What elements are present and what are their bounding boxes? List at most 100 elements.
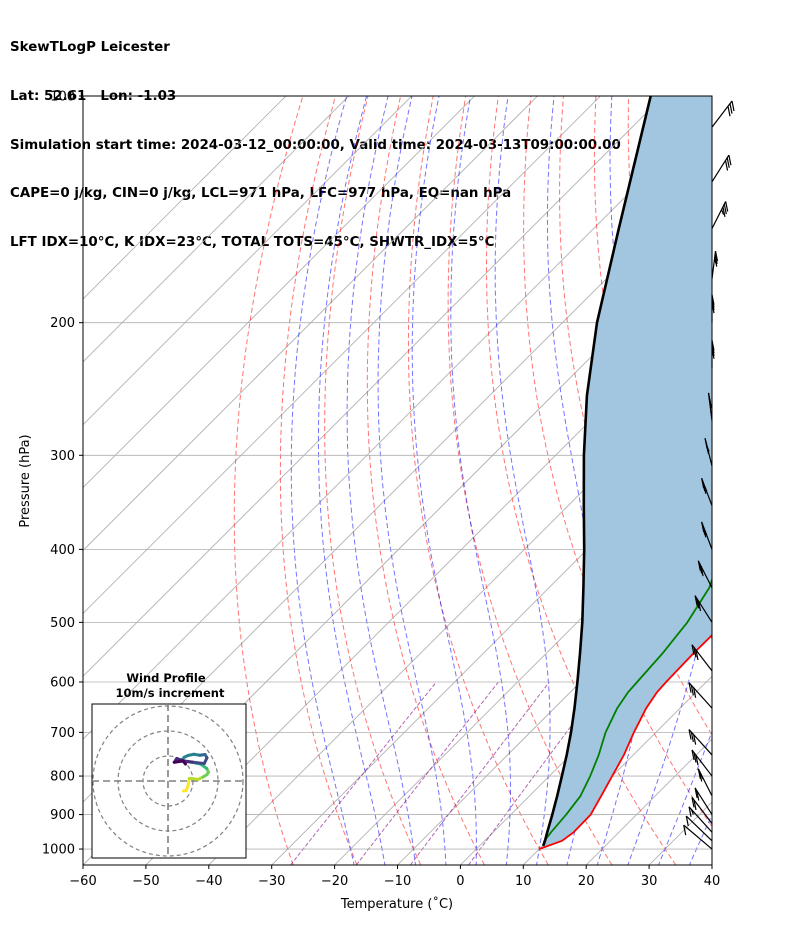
- moist-adiabat-line: [346, 96, 417, 865]
- barb-flag: [709, 401, 713, 407]
- barb-flag: [704, 529, 708, 536]
- x-tick-label: 0: [456, 874, 464, 889]
- wind-barb: [711, 154, 732, 183]
- isotherm-line: [83, 96, 664, 677]
- cape-shading: [539, 96, 712, 849]
- isotherm-line: [83, 96, 601, 614]
- title-line-times: Simulation start time: 2024-03-12_00:00:…: [10, 137, 621, 153]
- isotherm-line: [145, 298, 712, 865]
- barb-staff: [694, 595, 713, 623]
- wind-barb: [701, 477, 713, 506]
- dry-adiabat-line: [279, 96, 358, 865]
- barb-flag: [694, 595, 698, 606]
- x-axis-label: Temperature (˚C): [340, 896, 453, 912]
- moist-adiabat-line: [377, 96, 447, 865]
- barb-staff: [711, 201, 727, 229]
- wind-barb: [688, 729, 713, 756]
- inset-subtitle: 10m/s increment: [116, 686, 225, 700]
- wind-barb: [688, 806, 713, 833]
- hodograph-segment: [181, 759, 187, 766]
- x-tick-label: −10: [384, 874, 411, 889]
- barb-flag: [690, 731, 694, 743]
- barb-flag: [696, 790, 700, 801]
- barb-flag: [691, 749, 695, 761]
- title-line-station: SkewTLogP Leicester: [10, 40, 170, 56]
- y-tick-label: 800: [50, 770, 75, 785]
- moist-adiabat-line: [290, 96, 355, 865]
- barb-flag: [683, 825, 687, 836]
- y-tick-label: 600: [50, 675, 75, 690]
- barb-staff: [688, 806, 713, 833]
- barb-flag: [700, 773, 704, 780]
- barb-flag: [693, 647, 697, 658]
- dry-adiabat-line: [407, 96, 549, 865]
- wind-barb: [711, 100, 735, 128]
- wind-barb: [697, 560, 713, 589]
- y-tick-label: 200: [50, 316, 75, 331]
- barb-staff: [691, 749, 713, 777]
- barb-flag: [695, 755, 699, 766]
- isotherm-line: [523, 675, 712, 865]
- barb-staff: [683, 824, 713, 850]
- barb-flag: [704, 486, 708, 492]
- barb-staff: [685, 815, 713, 842]
- y-tick-label: 400: [50, 543, 75, 558]
- y-axis: 1000 900 800 700 600 500 400 300 200 100: [42, 90, 83, 858]
- cape-fill: [539, 96, 712, 849]
- barb-flag: [688, 729, 692, 740]
- dry-adiabat-line: [447, 96, 613, 865]
- wind-barb: [711, 201, 729, 229]
- barb-staff: [688, 682, 713, 709]
- barb-flag: [693, 734, 697, 745]
- parcel-profile-line: [541, 96, 652, 847]
- barb-flag: [690, 685, 694, 696]
- dry-adiabat-line: [726, 96, 794, 865]
- moist-adiabat-line: [450, 96, 511, 865]
- wind-barb: [691, 797, 713, 824]
- isotherm-line: [334, 487, 712, 865]
- dry-adiabat-line: [233, 96, 304, 865]
- isotherm-line: [271, 424, 712, 865]
- isotherm-line: [83, 96, 475, 489]
- barb-flag: [731, 100, 735, 112]
- isotherm-line: [83, 96, 350, 363]
- dry-adiabat-line: [759, 96, 794, 865]
- moist-adiabat-line: [494, 96, 551, 865]
- x-axis: −60 −50 −40 −30 −20 −10 0 10 20 30 40: [69, 865, 720, 889]
- y-tick-label: 700: [50, 726, 75, 741]
- mixing-ratio-line: [468, 681, 605, 865]
- moist-adiabat-line: [546, 96, 598, 865]
- x-tick-label: −20: [321, 874, 348, 889]
- barb-flag: [722, 206, 726, 217]
- moist-adiabat-line: [317, 96, 386, 865]
- y-tick-label: 900: [50, 808, 75, 823]
- barb-flag: [691, 644, 695, 655]
- barb-flag: [693, 752, 697, 763]
- wind-barb: [694, 787, 713, 815]
- barb-flag: [729, 103, 733, 114]
- inset-title: Wind Profile: [126, 671, 206, 685]
- isotherm-line: [83, 96, 287, 300]
- wind-barb: [697, 768, 713, 797]
- barb-flag: [723, 204, 727, 215]
- dry-adiabat-line: [485, 96, 677, 865]
- barb-flag: [697, 768, 701, 779]
- wind-barb: [701, 521, 713, 550]
- moist-adiabat-line: [657, 730, 712, 865]
- barb-flag: [728, 154, 732, 166]
- barb-staff: [711, 154, 730, 183]
- dry-adiabat-line: [523, 96, 712, 828]
- barb-flag: [696, 598, 700, 609]
- y-tick-label: 500: [50, 616, 75, 631]
- isotherm-line: [83, 96, 538, 552]
- y-tick-label: 100: [50, 90, 75, 105]
- barb-flag: [693, 687, 697, 698]
- dry-adiabat-line: [366, 96, 485, 865]
- barb-flag: [697, 600, 702, 612]
- barb-flag: [691, 797, 695, 808]
- barb-flag: [706, 446, 710, 452]
- x-tick-label: 30: [641, 874, 658, 889]
- barb-flag: [714, 253, 718, 264]
- barb-staff: [688, 729, 713, 756]
